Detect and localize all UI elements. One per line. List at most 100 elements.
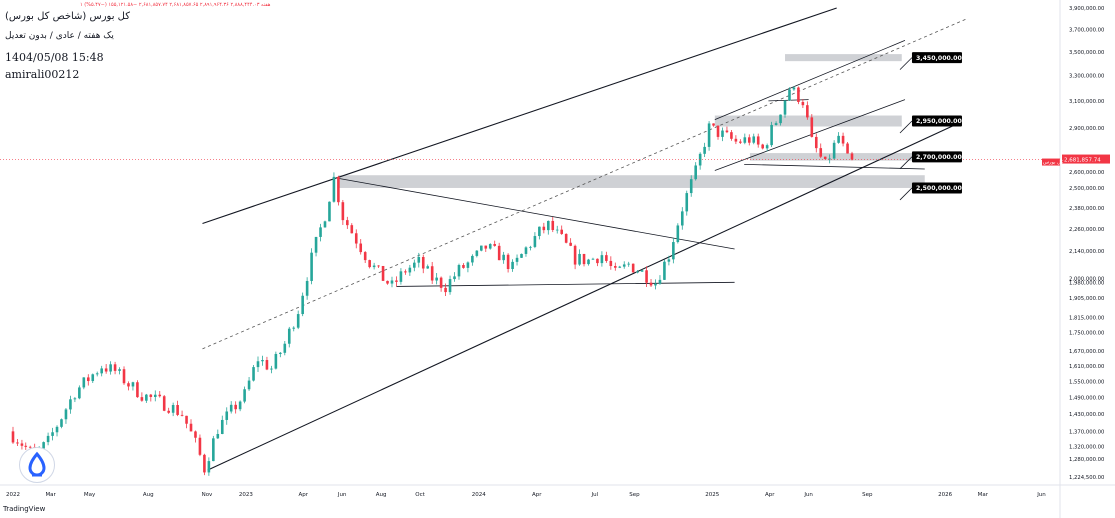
y-tick-label: 3,300,000.00 [1069,74,1105,80]
x-tick-label: Jun [803,492,813,498]
candle [810,117,814,137]
candle [797,87,800,102]
username-text: amirali00212 [5,68,80,81]
trendline-small-bottom [744,163,925,170]
candle [600,255,604,264]
candle [283,343,287,353]
candle [270,368,273,370]
candle [279,352,282,354]
x-tick-label: Apr [532,492,542,498]
candle [466,262,470,268]
candle [506,254,510,269]
candle [162,396,166,411]
candle [212,438,215,462]
candle [243,389,246,402]
candle [439,277,443,288]
candle [631,263,635,273]
y-tick-label: 1,224,500.00 [1069,475,1105,481]
candle [694,165,697,180]
candle [274,353,278,369]
x-tick-label: Nov [202,492,213,498]
candle [685,193,689,212]
candle [560,229,564,234]
y-tick-label: 1,320,000.00 [1069,444,1105,450]
level-label-3: 2,500,000.00 [916,185,962,192]
candle [430,266,434,281]
candle [55,426,59,433]
candle [390,280,394,284]
candle [747,137,751,143]
candle [587,259,590,265]
x-tick-label: 2022 [6,492,20,498]
candle [153,394,157,397]
candle [788,89,791,101]
candle [395,280,398,282]
trendline-base [396,281,735,287]
y-tick-label: 1,980,000.00 [1069,280,1105,286]
date-text: 1404/05/08 15:48 [5,51,104,64]
candle [828,158,831,160]
x-tick-label: Aug [143,492,154,498]
candle [296,314,300,328]
candle [752,136,756,143]
y-tick-label: 1,490,000.00 [1069,395,1105,401]
candle [484,245,488,249]
candle [145,394,148,401]
candle [819,148,823,157]
candle [520,253,523,258]
candle [846,143,849,154]
candle [622,264,626,267]
candle [136,382,139,398]
candle [801,101,805,106]
candle [689,179,693,194]
y-tick-label: 3,900,000.00 [1069,6,1105,12]
zone-2 [749,153,925,161]
candle [538,226,541,237]
y-tick-label: 3,100,000.00 [1069,99,1105,105]
symbol-tag [1042,158,1060,166]
candle [542,226,546,231]
candle [381,265,385,281]
candle [596,258,599,264]
candle [618,266,622,268]
candle [739,141,742,143]
candle [363,252,367,261]
candle [582,253,586,265]
candle [640,270,644,272]
level-label-box [911,115,962,127]
candle [573,245,577,265]
y-tick-label: 1,430,000.00 [1069,412,1105,418]
candle [203,454,206,473]
candle [627,263,630,265]
x-tick-label: 2025 [705,492,719,498]
candle [265,360,269,370]
candle [636,271,639,273]
last-price-label: 2,681,857.74 [1064,158,1101,164]
candle [770,124,773,146]
candle [609,260,613,267]
candle [24,445,28,447]
candle [404,271,407,273]
symbol-title[interactable]: کل بورس (شاخص کل بورس) [5,11,131,22]
candle [332,176,336,202]
candle [658,279,662,284]
candle [417,256,421,263]
candle [109,364,112,372]
last-price-tag [1062,154,1110,164]
candle [73,398,77,400]
tradingview-logo: TradingView [3,505,46,513]
x-tick-label: Apr [765,492,775,498]
level-label-2: 2,700,000.00 [916,154,962,161]
candle [823,156,827,159]
x-tick-label: Mar [45,492,56,498]
candle [176,405,179,415]
candle [707,123,711,147]
candle [672,242,675,260]
candle [100,368,103,374]
x-tick-label: Jul [591,492,599,498]
x-tick-label: 2024 [472,492,486,498]
candle [551,220,555,230]
x-tick-label: Sep [629,492,640,498]
